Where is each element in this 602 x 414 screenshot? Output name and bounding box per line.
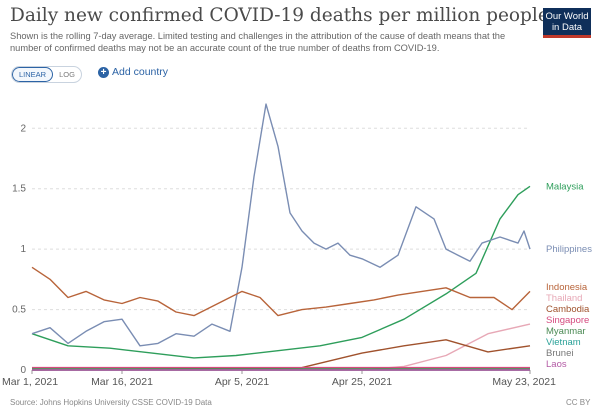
series-label-singapore: Singapore [546,315,589,326]
license-label: CC BY [566,398,591,407]
owid-logo[interactable]: Our World in Data [543,8,591,38]
y-tick-label: 0 [20,365,26,376]
x-tick-label: Apr 5, 2021 [215,376,269,388]
series-label-malaysia: Malaysia [546,181,584,192]
source-note: Source: Johns Hopkins University CSSE CO… [10,398,212,407]
series-line-malaysia [31,185,531,359]
series-label-brunei: Brunei [546,348,573,359]
y-tick-label: 2 [20,123,26,134]
x-tick-label: Mar 1, 2021 [2,376,58,388]
x-tick-label: Mar 16, 2021 [91,376,153,388]
series-line-cambodia [31,339,531,371]
y-tick-label: 0.5 [12,305,26,316]
y-tick-label: 1 [20,244,26,255]
log-scale-button[interactable]: LOG [59,70,75,79]
linear-scale-button[interactable]: LINEAR [12,67,54,82]
series-label-laos: Laos [546,359,567,370]
line-chart: 0 0.5 1 1.5 2 Mar 1, 2021 Mar 16, 2021 Apr 5, 2… [2,103,592,388]
series-label-indonesia: Indonesia [546,282,588,293]
series-label-thailand: Thailand [546,293,582,304]
series-label-myanmar: Myanmar [546,326,586,337]
add-country-button[interactable]: + Add country [98,66,168,78]
x-tick-label: Apr 25, 2021 [332,376,392,388]
series-line-philippines [31,103,531,347]
logo-line-1: Our World [545,11,589,22]
x-tick-label: May 23, 2021 [492,376,556,388]
logo-line-2: in Data [551,21,583,33]
scale-toggle[interactable]: LINEAR LOG [11,66,82,83]
chart-subtitle: Shown is the rolling 7-day average. Limi… [10,31,506,53]
plus-icon: + [98,66,109,78]
chart-title: Daily new confirmed COVID-19 deaths per … [10,5,549,26]
series-label-cambodia: Cambodia [546,304,590,315]
series-label-vietnam: Vietnam [546,337,581,348]
series-line-thailand [32,323,531,371]
y-tick-label: 1.5 [12,184,26,195]
logo-accent-bar [543,35,591,38]
add-country-label: Add country [112,66,169,78]
series-line-indonesia [31,266,531,317]
series-label-philippines: Philippines [546,244,592,255]
